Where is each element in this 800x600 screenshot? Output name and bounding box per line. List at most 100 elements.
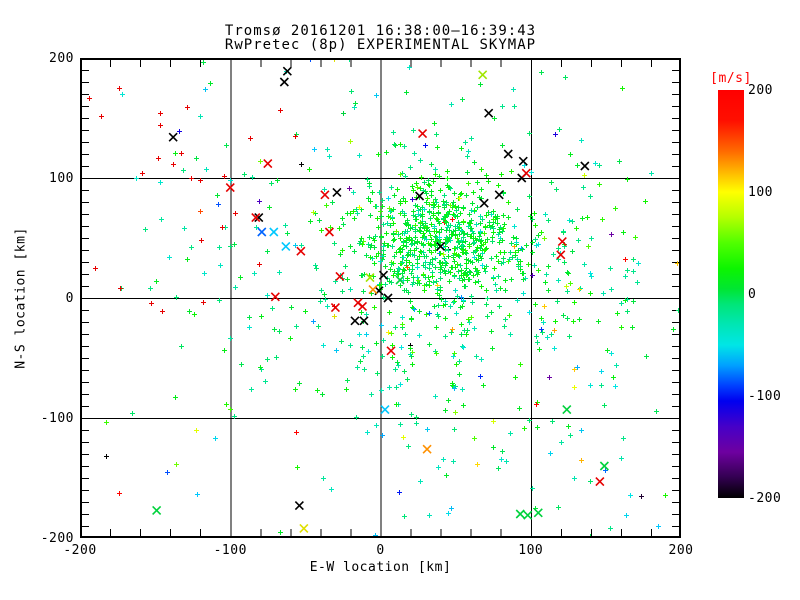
data-point bbox=[396, 266, 401, 271]
data-point bbox=[348, 244, 353, 249]
data-point bbox=[410, 197, 415, 202]
data-point bbox=[348, 343, 353, 348]
data-point bbox=[516, 264, 521, 269]
data-point bbox=[330, 200, 335, 205]
data-point bbox=[303, 309, 308, 314]
data-point bbox=[429, 222, 434, 227]
data-point bbox=[608, 526, 613, 531]
data-point bbox=[500, 449, 505, 454]
data-point bbox=[542, 304, 547, 309]
data-point bbox=[564, 284, 569, 289]
data-point bbox=[624, 513, 629, 518]
data-point bbox=[449, 330, 454, 335]
data-point bbox=[482, 248, 487, 253]
data-point bbox=[376, 152, 381, 157]
data-point bbox=[395, 271, 400, 276]
y-tick-label: 200 bbox=[49, 51, 74, 66]
data-point bbox=[414, 217, 419, 222]
data-point bbox=[389, 185, 394, 190]
data-point bbox=[391, 221, 396, 226]
data-point bbox=[527, 310, 532, 315]
data-point bbox=[117, 86, 122, 91]
data-point bbox=[414, 181, 419, 186]
data-point bbox=[513, 375, 518, 380]
data-point bbox=[614, 363, 619, 368]
data-point bbox=[502, 250, 507, 255]
data-point bbox=[402, 231, 407, 236]
data-point bbox=[383, 282, 388, 287]
data-point bbox=[393, 143, 398, 148]
data-point bbox=[247, 315, 252, 320]
data-point bbox=[345, 277, 350, 282]
data-point bbox=[437, 174, 442, 179]
data-point bbox=[299, 162, 304, 167]
data-point bbox=[469, 208, 474, 213]
data-point bbox=[492, 266, 497, 271]
data-point bbox=[546, 264, 551, 269]
data-point bbox=[435, 217, 440, 222]
data-point bbox=[628, 493, 633, 498]
data-point bbox=[380, 198, 385, 203]
data-point bbox=[392, 142, 397, 147]
data-point bbox=[418, 158, 423, 163]
data-point bbox=[468, 221, 473, 226]
data-point bbox=[93, 266, 98, 271]
data-point bbox=[389, 280, 394, 285]
data-point bbox=[352, 249, 357, 254]
data-point bbox=[656, 524, 661, 529]
data-point bbox=[381, 248, 386, 253]
data-point bbox=[479, 284, 484, 289]
data-point bbox=[189, 245, 194, 250]
data-point bbox=[625, 177, 630, 182]
data-point bbox=[414, 421, 419, 426]
data-point bbox=[368, 255, 373, 260]
data-point bbox=[453, 410, 458, 415]
data-point bbox=[232, 242, 237, 247]
data-point bbox=[499, 457, 504, 462]
data-point bbox=[415, 240, 420, 245]
data-point bbox=[423, 224, 428, 229]
data-point bbox=[485, 296, 490, 301]
data-point bbox=[397, 490, 402, 495]
data-point bbox=[384, 150, 389, 155]
data-point bbox=[203, 87, 208, 92]
data-point bbox=[386, 196, 391, 201]
data-point bbox=[388, 267, 393, 272]
data-point bbox=[387, 385, 392, 390]
data-point bbox=[438, 251, 443, 256]
data-point bbox=[503, 278, 508, 283]
x-tick-label: 0 bbox=[376, 543, 385, 558]
data-point bbox=[384, 231, 389, 236]
data-point bbox=[475, 205, 480, 210]
data-point bbox=[502, 324, 507, 329]
data-point bbox=[466, 317, 471, 322]
data-point bbox=[283, 223, 288, 228]
data-point bbox=[453, 232, 458, 237]
data-point bbox=[411, 306, 416, 311]
data-point bbox=[386, 330, 391, 335]
data-point bbox=[424, 228, 429, 233]
gridlines bbox=[80, 58, 681, 538]
data-point bbox=[543, 280, 548, 285]
echo-marker-x bbox=[562, 405, 572, 415]
echo-marker-x bbox=[422, 444, 432, 454]
data-point bbox=[511, 87, 516, 92]
data-point bbox=[447, 209, 452, 214]
data-point bbox=[349, 89, 354, 94]
data-point bbox=[500, 104, 505, 109]
echo-marker-x bbox=[152, 505, 162, 515]
data-point bbox=[513, 253, 518, 258]
data-point bbox=[392, 254, 397, 259]
data-point bbox=[436, 314, 441, 319]
data-point bbox=[397, 247, 402, 252]
data-point bbox=[399, 345, 404, 350]
data-point bbox=[187, 309, 192, 314]
data-point bbox=[444, 212, 449, 217]
echo-marker-x bbox=[533, 508, 543, 518]
data-point bbox=[469, 136, 474, 141]
data-point bbox=[367, 181, 372, 186]
data-point bbox=[501, 191, 506, 196]
data-point bbox=[435, 287, 440, 292]
data-point bbox=[422, 180, 427, 185]
data-point bbox=[483, 247, 488, 252]
